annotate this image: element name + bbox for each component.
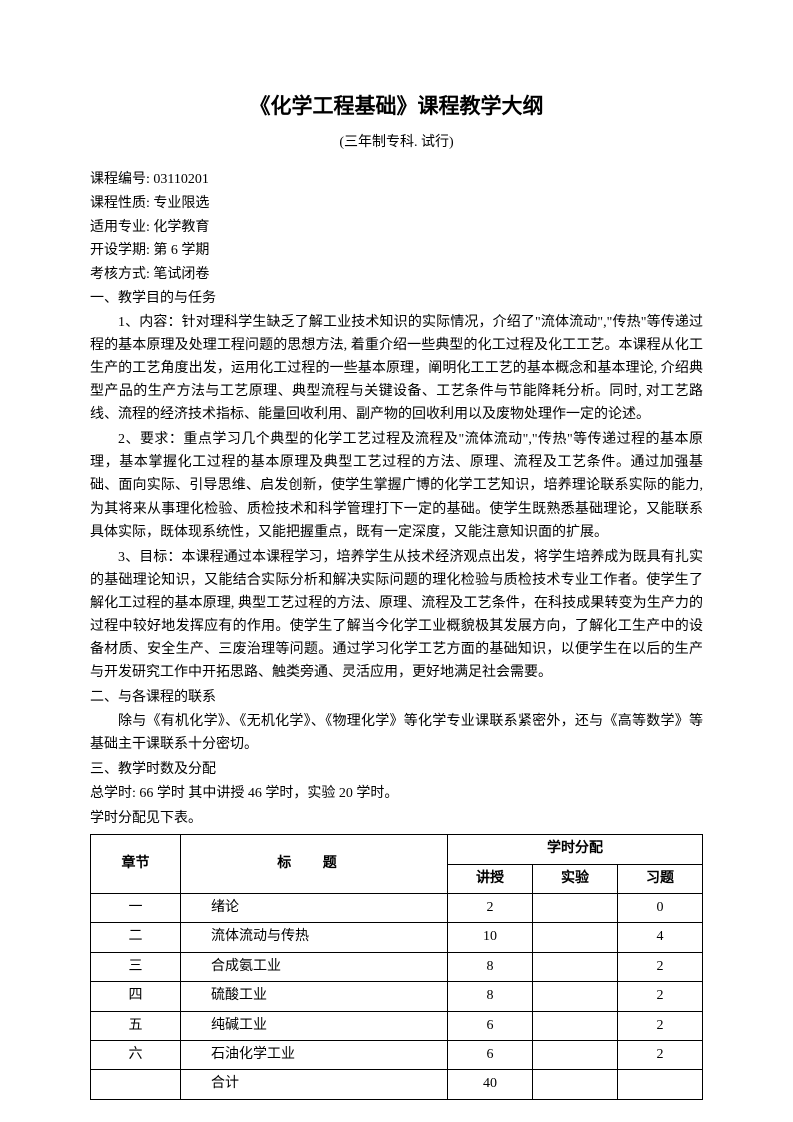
cell-total-label: 合计 — [181, 1070, 448, 1099]
header-chapter: 章节 — [91, 835, 181, 894]
meta-semester: 开设学期: 第 6 学期 — [90, 239, 703, 263]
cell-experiment — [533, 1011, 618, 1040]
meta-label: 课程性质: — [90, 196, 150, 211]
meta-course-code: 课程编号: 03110201 — [90, 168, 703, 192]
cell-exercise: 2 — [618, 952, 703, 981]
meta-major: 适用专业: 化学教育 — [90, 216, 703, 240]
meta-label: 开设学期: — [90, 243, 150, 258]
table-row: 六 石油化学工业 6 2 — [91, 1040, 703, 1069]
cell-lecture: 8 — [448, 982, 533, 1011]
section-1-paragraph-1: 1、内容：针对理科学生缺乏了解工业技术知识的实际情况，介绍了"流体流动","传热… — [90, 311, 703, 426]
cell-exercise: 4 — [618, 923, 703, 952]
document-title: 《化学工程基础》课程教学大纲 — [90, 90, 703, 124]
cell-lecture: 8 — [448, 952, 533, 981]
hours-table: 章节 标 题 学时分配 讲授 实验 习题 一 绪论 2 0 二 流体流动与传热 … — [90, 834, 703, 1100]
meta-label: 适用专业: — [90, 220, 150, 235]
table-body: 一 绪论 2 0 二 流体流动与传热 10 4 三 合成氨工业 8 2 四 硫酸… — [91, 894, 703, 1100]
header-title: 标 题 — [181, 835, 448, 894]
cell-chapter: 六 — [91, 1040, 181, 1069]
meta-value: 化学教育 — [153, 220, 209, 235]
cell-total-exercise — [618, 1070, 703, 1099]
table-row: 五 纯碱工业 6 2 — [91, 1011, 703, 1040]
cell-experiment — [533, 1040, 618, 1069]
cell-title: 合成氨工业 — [181, 952, 448, 981]
meta-value: 专业限选 — [153, 196, 209, 211]
cell-total-lecture: 40 — [448, 1070, 533, 1099]
table-total-row: 合计 40 — [91, 1070, 703, 1099]
header-distribution: 学时分配 — [448, 835, 703, 864]
cell-chapter: 三 — [91, 952, 181, 981]
cell-exercise: 0 — [618, 894, 703, 923]
table-row: 二 流体流动与传热 10 4 — [91, 923, 703, 952]
section-3-paragraph-2: 学时分配见下表。 — [90, 807, 703, 830]
cell-title: 纯碱工业 — [181, 1011, 448, 1040]
meta-label: 课程编号: — [90, 172, 150, 187]
table-row: 一 绪论 2 0 — [91, 894, 703, 923]
cell-lecture: 6 — [448, 1040, 533, 1069]
section-3-heading: 三、教学时数及分配 — [90, 758, 703, 782]
meta-course-nature: 课程性质: 专业限选 — [90, 192, 703, 216]
meta-value: 第 6 学期 — [153, 243, 209, 258]
section-1-paragraph-3: 3、目标：本课程通过本课程学习，培养学生从技术经济观点出发，将学生培养成为既具有… — [90, 546, 703, 685]
document-subtitle: (三年制专科. 试行) — [90, 132, 703, 154]
meta-value: 笔试闭卷 — [153, 267, 209, 282]
cell-title: 绪论 — [181, 894, 448, 923]
table-row: 三 合成氨工业 8 2 — [91, 952, 703, 981]
table-header-row-1: 章节 标 题 学时分配 — [91, 835, 703, 864]
cell-exercise: 2 — [618, 1011, 703, 1040]
section-2-paragraph-1: 除与《有机化学》、《无机化学》、《物理化学》等化学专业课联系紧密外，还与《高等数… — [90, 710, 703, 756]
table-row: 四 硫酸工业 8 2 — [91, 982, 703, 1011]
cell-lecture: 6 — [448, 1011, 533, 1040]
cell-exercise: 2 — [618, 1040, 703, 1069]
cell-title: 石油化学工业 — [181, 1040, 448, 1069]
cell-title: 硫酸工业 — [181, 982, 448, 1011]
cell-lecture: 10 — [448, 923, 533, 952]
cell-chapter — [91, 1070, 181, 1099]
cell-experiment — [533, 982, 618, 1011]
cell-experiment — [533, 923, 618, 952]
cell-chapter: 一 — [91, 894, 181, 923]
header-exercise: 习题 — [618, 864, 703, 893]
section-1-heading: 一、教学目的与任务 — [90, 287, 703, 311]
cell-experiment — [533, 952, 618, 981]
cell-experiment — [533, 894, 618, 923]
section-2-heading: 二、与各课程的联系 — [90, 686, 703, 710]
meta-label: 考核方式: — [90, 267, 150, 282]
meta-value: 03110201 — [153, 172, 208, 187]
cell-chapter: 四 — [91, 982, 181, 1011]
header-experiment: 实验 — [533, 864, 618, 893]
cell-exercise: 2 — [618, 982, 703, 1011]
section-3-paragraph-1: 总学时: 66 学时 其中讲授 46 学时，实验 20 学时。 — [90, 782, 703, 805]
cell-chapter: 二 — [91, 923, 181, 952]
meta-exam: 考核方式: 笔试闭卷 — [90, 263, 703, 287]
cell-lecture: 2 — [448, 894, 533, 923]
cell-chapter: 五 — [91, 1011, 181, 1040]
cell-title: 流体流动与传热 — [181, 923, 448, 952]
cell-total-experiment — [533, 1070, 618, 1099]
header-lecture: 讲授 — [448, 864, 533, 893]
section-1-paragraph-2: 2、要求：重点学习几个典型的化学工艺过程及流程及"流体流动","传热"等传递过程… — [90, 428, 703, 543]
